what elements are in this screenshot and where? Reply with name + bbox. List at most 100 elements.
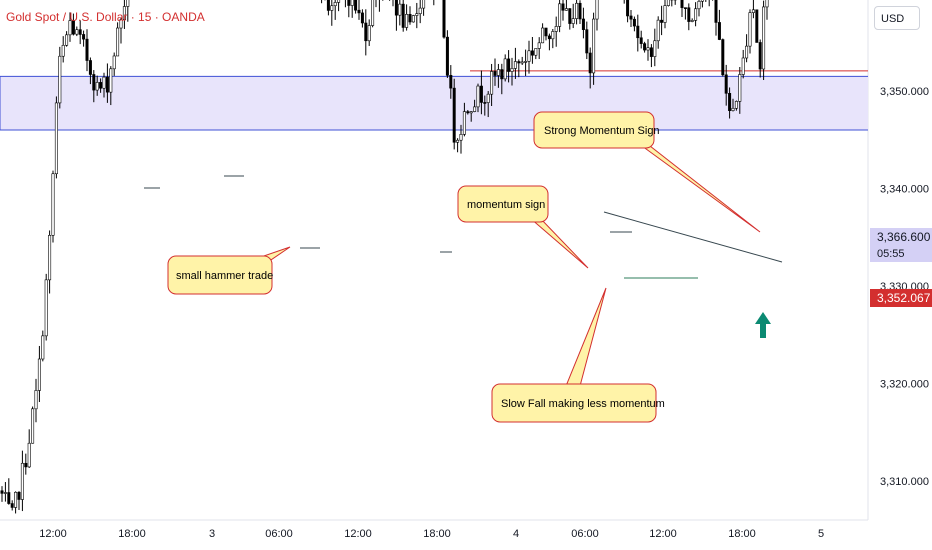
time-tick-label: 12:00 <box>649 528 677 540</box>
candle-up <box>646 47 650 51</box>
candle-up <box>751 9 755 13</box>
candle-down <box>660 19 664 23</box>
candle-up <box>109 68 113 93</box>
note-box <box>167 255 273 295</box>
candle-up <box>663 5 667 23</box>
note-text: small hammer trade <box>176 270 273 282</box>
note-text: Slow Fall making less momentum <box>501 398 665 410</box>
support-resistance-zones <box>0 70 868 131</box>
candle-down <box>493 71 497 76</box>
candle-down <box>466 111 470 114</box>
candle-down <box>517 61 521 64</box>
candle-down <box>636 25 640 39</box>
candle-down <box>649 47 653 57</box>
price-tick-label: 3,360.000 <box>880 0 929 1</box>
candle-up <box>65 34 69 46</box>
candle-down <box>544 27 548 37</box>
candle-down <box>755 9 759 43</box>
candle-up <box>592 18 596 74</box>
candle-down <box>585 29 589 54</box>
candle-up <box>44 279 48 337</box>
candle-down <box>347 0 351 6</box>
descending-trendline <box>603 211 783 263</box>
candle-up <box>95 82 99 91</box>
time-tick-label: 06:00 <box>265 528 293 540</box>
countdown-text: 05:55 <box>877 248 905 260</box>
candle-down <box>530 50 534 56</box>
candle-down <box>85 38 89 61</box>
candle-down <box>717 22 721 40</box>
candle-up <box>694 8 698 21</box>
time-axis[interactable]: 12:00 18:00 3 06:00 12:00 18:00 4 06:00 12:00 18:… <box>39 528 824 540</box>
candle-up <box>41 335 45 360</box>
time-tick-label: 4 <box>513 528 519 540</box>
candle-down <box>364 22 368 42</box>
candle-down <box>639 37 643 44</box>
candle-down <box>500 69 504 80</box>
candle-up <box>700 0 704 2</box>
candle-down <box>680 0 684 8</box>
candle-up <box>116 27 120 57</box>
candle-up <box>3 492 7 494</box>
note-text: momentum sign <box>467 199 545 211</box>
candle-up <box>37 358 41 391</box>
candle-up <box>734 101 738 109</box>
candle-up <box>126 0 130 7</box>
candle-up <box>337 0 341 3</box>
candle-up <box>462 111 466 135</box>
candle-down <box>105 76 109 93</box>
candle-down <box>401 3 405 28</box>
note-text: Strong Momentum Sign <box>544 125 660 137</box>
candle-up <box>330 5 334 11</box>
candle-up <box>405 14 409 28</box>
candle-up <box>558 3 562 27</box>
candle-up <box>541 27 545 44</box>
candle-down <box>568 8 572 24</box>
note-strong-momentum[interactable]: Strong Momentum Sign <box>533 111 761 233</box>
red-price-box <box>870 289 932 307</box>
note-small-hammer[interactable]: small hammer trade <box>167 246 291 295</box>
note-momentum-sign[interactable]: momentum sign <box>457 185 589 269</box>
candle-down <box>483 102 487 104</box>
candle-up <box>765 0 769 8</box>
candle-down <box>588 52 592 74</box>
candle-up <box>534 48 538 56</box>
currency-button[interactable]: USD <box>874 6 920 30</box>
price-tick-label: 3,350.000 <box>880 86 929 98</box>
candle-up <box>422 0 426 9</box>
candle-up <box>456 139 460 143</box>
candle-down <box>629 15 633 20</box>
price-tick-label: 3,310.000 <box>880 476 929 488</box>
buy-arrow-icon <box>755 312 771 338</box>
candle-down <box>92 74 96 91</box>
candle-up <box>75 29 79 35</box>
candle-down <box>724 74 728 94</box>
candle-down <box>632 18 636 27</box>
time-tick-label: 3 <box>209 528 215 540</box>
candle-down <box>581 18 585 30</box>
candle-up <box>490 71 494 95</box>
candle-up <box>459 134 463 141</box>
candle-up <box>58 55 62 104</box>
current-price-label: 3,366.600 05:55 <box>870 228 932 262</box>
candle-up <box>68 20 72 36</box>
candle-up <box>27 442 31 468</box>
candle-up <box>469 111 473 114</box>
candle-up <box>473 106 477 112</box>
candle-up <box>496 69 500 76</box>
candle-up <box>524 61 528 63</box>
candle-down <box>394 0 398 16</box>
candlestick-series <box>0 0 769 514</box>
candle-down <box>357 9 361 14</box>
candle-up <box>415 13 419 16</box>
candle-down <box>643 43 647 51</box>
candle-down <box>714 0 718 23</box>
candle-up <box>551 31 555 40</box>
candle-up <box>503 58 507 80</box>
note-slow-fall[interactable]: Slow Fall making less momentum <box>491 287 665 423</box>
candle-up <box>510 68 514 72</box>
note-box <box>457 185 549 223</box>
time-tick-label: 5 <box>818 528 824 540</box>
candle-up <box>738 74 742 102</box>
